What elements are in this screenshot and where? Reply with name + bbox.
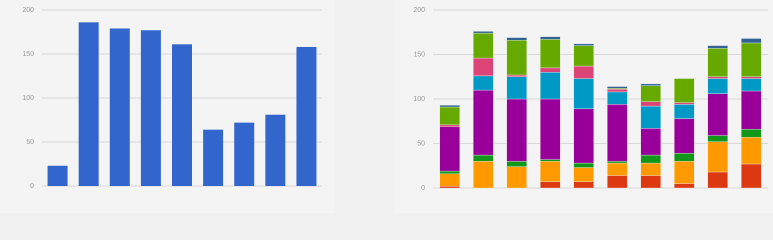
bar-segment bbox=[741, 163, 762, 189]
bar-segment bbox=[640, 101, 661, 107]
bar-segment bbox=[640, 154, 661, 164]
bar bbox=[47, 165, 68, 186]
bar-segment bbox=[607, 162, 628, 176]
bar-segment bbox=[741, 78, 762, 92]
bar-segment bbox=[506, 98, 527, 162]
bar-segment bbox=[540, 181, 561, 189]
bar-segment bbox=[741, 76, 762, 79]
bar-segment bbox=[540, 98, 561, 160]
dashboard: 0 50 100 150 200 0 50 100 150 200 bbox=[22, 6, 768, 192]
bar-segment bbox=[506, 74, 527, 78]
bar-segment bbox=[707, 141, 728, 173]
bar-segment bbox=[707, 45, 728, 49]
bar bbox=[203, 129, 224, 186]
bar-segment bbox=[439, 170, 460, 175]
bar-segment bbox=[640, 85, 661, 102]
bar-segment bbox=[640, 128, 661, 156]
bar-segment bbox=[540, 72, 561, 100]
bar-segment bbox=[473, 75, 494, 91]
bar bbox=[234, 122, 255, 186]
bar-segment bbox=[640, 83, 661, 86]
bar-segment bbox=[674, 153, 695, 162]
bar-segment bbox=[707, 76, 728, 79]
bar-segment bbox=[573, 65, 594, 79]
bar-segment bbox=[607, 86, 628, 89]
bar-segment bbox=[473, 32, 494, 59]
bar bbox=[140, 30, 161, 186]
bar-segment bbox=[540, 67, 561, 73]
bar-segment bbox=[607, 161, 628, 164]
y-tick-label: 200 bbox=[413, 7, 425, 14]
bar-segment bbox=[506, 40, 527, 76]
bar bbox=[265, 114, 286, 186]
bar-segment bbox=[473, 89, 494, 156]
bar-segment bbox=[741, 137, 762, 165]
y-tick-label: 100 bbox=[413, 96, 425, 103]
bar-segment bbox=[573, 181, 594, 189]
bar-segment bbox=[540, 159, 561, 162]
y-tick-label: 50 bbox=[417, 140, 425, 147]
bar bbox=[296, 46, 317, 187]
bar-segment bbox=[573, 162, 594, 168]
bar-segment bbox=[707, 93, 728, 136]
bar-segment bbox=[506, 76, 527, 100]
y-tick-label: 50 bbox=[26, 139, 34, 146]
bar-segment bbox=[573, 78, 594, 110]
bar-segment bbox=[674, 102, 695, 105]
y-tick-label: 150 bbox=[22, 51, 34, 58]
bar-segment bbox=[607, 88, 628, 93]
bar-segment bbox=[506, 166, 527, 189]
bar-segment bbox=[573, 108, 594, 164]
bar-segment bbox=[439, 106, 460, 126]
bar-segment bbox=[674, 118, 695, 154]
bar bbox=[78, 22, 99, 186]
bar-segment bbox=[741, 90, 762, 130]
y-tick-label: 0 bbox=[30, 183, 34, 190]
bar-segment bbox=[607, 91, 628, 105]
bar-segment bbox=[540, 36, 561, 40]
bar bbox=[172, 44, 192, 186]
bar-segment bbox=[607, 104, 628, 162]
bar-segment bbox=[439, 173, 460, 187]
bar-segment bbox=[439, 185, 460, 189]
bar-segment bbox=[741, 129, 762, 138]
bar-segment bbox=[506, 161, 527, 167]
bar-segment bbox=[473, 57, 494, 77]
bar-segment bbox=[439, 124, 460, 127]
bar-segment bbox=[741, 42, 762, 77]
bar-segment bbox=[741, 38, 762, 44]
bar-segment bbox=[540, 39, 561, 69]
bar-segment bbox=[640, 105, 661, 129]
y-tick-label: 150 bbox=[413, 51, 425, 58]
bar-segment bbox=[506, 37, 527, 41]
bar-segment bbox=[640, 175, 661, 189]
bar-segment bbox=[707, 78, 728, 94]
bar-segment bbox=[439, 104, 460, 108]
bar-segment bbox=[640, 162, 661, 176]
bar-segment bbox=[707, 48, 728, 77]
bar-segment bbox=[707, 171, 728, 189]
bar bbox=[109, 28, 130, 187]
bar-segment bbox=[473, 161, 494, 189]
bar-segment bbox=[473, 31, 494, 34]
bar-segment bbox=[540, 161, 561, 183]
bar-segment bbox=[674, 104, 695, 119]
y-tick-label: 200 bbox=[22, 7, 34, 14]
bar-segment bbox=[573, 45, 594, 67]
bar-segment bbox=[674, 161, 695, 184]
bar-segment bbox=[573, 43, 594, 46]
y-tick-label: 0 bbox=[421, 185, 425, 192]
bar-segment bbox=[573, 167, 594, 183]
bar-segment bbox=[707, 135, 728, 142]
bar-segment bbox=[473, 154, 494, 162]
y-tick-label: 100 bbox=[22, 95, 34, 102]
bar-segment bbox=[439, 126, 460, 172]
bar-segment bbox=[674, 78, 695, 103]
bar-segment bbox=[607, 175, 628, 189]
bar-segment bbox=[674, 183, 695, 189]
